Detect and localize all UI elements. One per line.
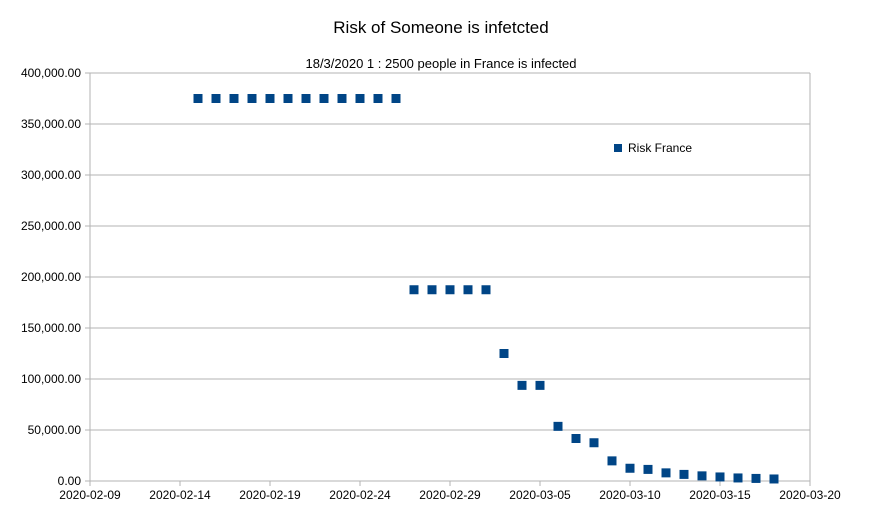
data-point <box>517 380 527 390</box>
data-point <box>373 94 383 103</box>
data-point <box>607 456 617 466</box>
gridlines <box>90 72 810 482</box>
data-point <box>247 94 257 103</box>
data-point <box>715 472 725 482</box>
x-tick-label: 2020-02-24 <box>329 488 391 502</box>
data-point <box>625 463 635 473</box>
tick-labels: 0.00 50,000.00 100,000.00 150,000.00 200,000… <box>21 66 841 502</box>
data-point <box>391 94 401 103</box>
data-point <box>499 349 509 358</box>
data-point <box>211 94 221 103</box>
data-point <box>571 433 581 443</box>
x-tick-label: 2020-03-15 <box>689 488 751 502</box>
data-point <box>643 464 653 474</box>
x-tick-label: 2020-03-05 <box>509 488 571 502</box>
data-point <box>319 94 329 103</box>
data-point <box>553 421 563 431</box>
data-point <box>661 468 671 478</box>
x-tick-label: 2020-03-20 <box>779 488 841 502</box>
data-point <box>409 285 419 295</box>
chart-subtitle: 18/3/2020 1 : 2500 people in France is i… <box>305 56 577 71</box>
data-point <box>355 94 365 103</box>
data-point <box>463 285 473 295</box>
data-point <box>769 474 779 484</box>
data-point <box>697 471 707 481</box>
legend-marker <box>614 144 622 152</box>
y-tick-label: 100,000.00 <box>21 372 81 386</box>
x-tick-label: 2020-03-10 <box>599 488 661 502</box>
data-point <box>301 94 311 103</box>
data-point <box>679 469 689 479</box>
x-tick-label: 2020-02-19 <box>239 488 301 502</box>
data-points <box>193 94 779 484</box>
data-point <box>733 473 743 483</box>
data-point <box>337 94 347 103</box>
y-tick-label: 400,000.00 <box>21 66 81 80</box>
x-tick-label: 2020-02-14 <box>149 488 211 502</box>
data-point <box>445 285 455 295</box>
data-point <box>751 473 761 483</box>
y-tick-label: 350,000.00 <box>21 117 81 131</box>
legend-label: Risk France <box>628 141 692 155</box>
data-point <box>193 94 203 103</box>
data-point <box>265 94 275 103</box>
y-tick-label: 300,000.00 <box>21 168 81 182</box>
x-tick-label: 2020-02-29 <box>419 488 481 502</box>
data-point <box>589 438 599 448</box>
chart-title: Risk of Someone is infetcted <box>333 18 549 37</box>
legend: Risk France <box>614 141 692 155</box>
y-tick-label: 150,000.00 <box>21 321 81 335</box>
y-tick-label: 250,000.00 <box>21 219 81 233</box>
x-tick-label: 2020-02-09 <box>59 488 121 502</box>
axes <box>85 72 811 486</box>
data-point <box>481 285 491 295</box>
data-point <box>535 380 545 390</box>
data-point <box>229 94 239 103</box>
y-tick-label: 0.00 <box>58 474 82 488</box>
y-tick-label: 200,000.00 <box>21 270 81 284</box>
y-tick-label: 50,000.00 <box>28 423 82 437</box>
data-point <box>427 285 437 295</box>
data-point <box>283 94 293 103</box>
